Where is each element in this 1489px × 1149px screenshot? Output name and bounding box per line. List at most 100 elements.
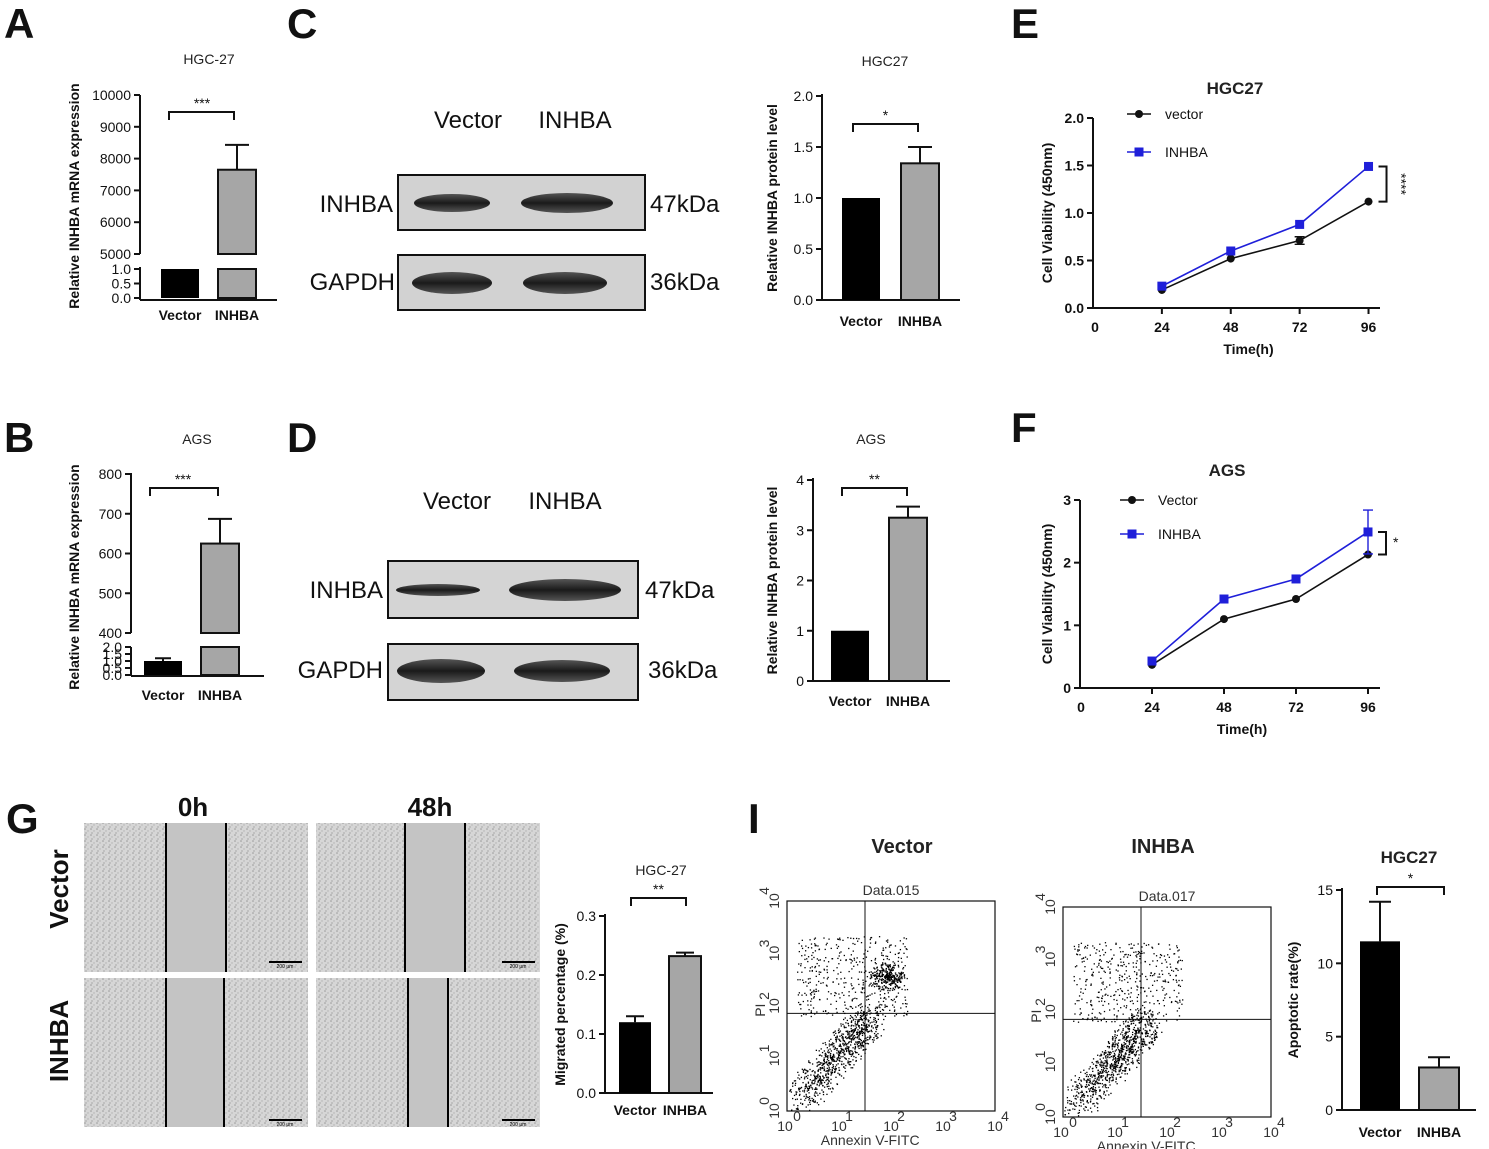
y-tick-exponent: 1 [756, 1044, 772, 1052]
x-tick-label: 0 [1077, 699, 1085, 715]
y-tick-label: 0 [1325, 1102, 1333, 1118]
y-tick-label: 2.0 [1065, 110, 1085, 126]
x-tick-exponent: 2 [897, 1108, 905, 1124]
panel-a-sig: *** [194, 95, 211, 111]
y-tick-exponent: 0 [1032, 1103, 1048, 1111]
tick-label: 5000 [100, 246, 131, 262]
y-tick-label: 1.5 [1065, 158, 1085, 174]
point-inhba [1363, 527, 1373, 537]
y-tick-label: 0.2 [577, 967, 597, 983]
panel-b-sig: *** [175, 471, 192, 487]
tick-label: 7000 [100, 182, 131, 198]
legend-marker [1128, 496, 1136, 504]
x-tick-label: 10 [777, 1118, 793, 1134]
x-axis-label: Time(h) [1223, 341, 1273, 357]
panel-c-size-47: 47kDa [650, 191, 720, 218]
point-vector [1226, 254, 1235, 263]
chart-title: HGC-27 [635, 862, 687, 878]
scale-label: 200 μm [510, 964, 527, 970]
panel-b-title: AGS [182, 431, 212, 447]
tick-label: 0.5 [103, 660, 123, 676]
panel-label-e: E [1011, 0, 1039, 47]
point-inhba [1295, 219, 1305, 229]
x-tick-label: 10 [1053, 1124, 1069, 1140]
y-tick-label: 3 [796, 522, 804, 538]
significance-stars: * [1393, 534, 1399, 550]
bar-vector [1360, 941, 1400, 1110]
x-axis-label: Time(h) [1217, 721, 1267, 737]
series-line-inhba [1151, 531, 1369, 662]
flow-title-inhba: INHBA [1131, 836, 1194, 858]
micrograph-inhba-0h: 200 μm [84, 978, 308, 1128]
panel-b-ylabel: Relative INHBA mRNA expression [66, 464, 82, 689]
y-axis-label: Relative INHBA protein level [764, 487, 780, 675]
category-label: INHBA [1417, 1124, 1461, 1140]
panel-label-g: G [6, 795, 39, 842]
legend-marker [1127, 529, 1137, 539]
sample-name: Data.015 [863, 882, 920, 898]
y-tick-label: 0.0 [1065, 300, 1085, 316]
x-tick-label: 10 [1107, 1124, 1123, 1140]
scale-label: 200 μm [277, 1122, 294, 1128]
y-tick-label: 0.1 [577, 1026, 597, 1042]
y-axis-label: PI [1028, 1010, 1044, 1023]
panel-a-bar-inhba-upper [217, 168, 257, 255]
y-tick-label: 1.0 [794, 190, 814, 206]
x-tick-exponent: 4 [1001, 1108, 1009, 1124]
panel-i-flow: Vector INHBA Data.0151001001011011021021… [752, 836, 1285, 1149]
x-tick-exponent: 0 [793, 1108, 801, 1124]
tick-label: 1.0 [112, 261, 132, 277]
panel-b-errorbar-vector [155, 657, 171, 661]
series-line-vector [1161, 200, 1369, 291]
micrograph-inhba-48h: 200 μm [316, 978, 540, 1128]
panel-d-band-gapdh-vector [397, 659, 485, 683]
x-tick-label: 10 [1211, 1124, 1227, 1140]
panel-c-row-inhba: INHBA [320, 191, 393, 218]
panel-d-lane-inhba: INHBA [528, 488, 601, 515]
y-tick-label: 2 [1063, 555, 1071, 571]
tick-label: 0.0 [103, 667, 123, 683]
tick-label: 500 [99, 585, 123, 601]
x-tick-label: 10 [935, 1118, 951, 1134]
point-vector [1292, 595, 1300, 604]
bar-vector [619, 1022, 651, 1093]
x-tick-label: 10 [831, 1118, 847, 1134]
legend-marker [1135, 110, 1143, 118]
y-tick-label: 1.0 [1065, 205, 1085, 221]
legend-label: Vector [1158, 492, 1198, 508]
tick-label: 10000 [92, 87, 131, 103]
x-tick-exponent: 3 [1225, 1114, 1233, 1130]
panel-g-time-48h: 48h [408, 792, 453, 822]
panel-d-lane-vector: Vector [423, 488, 491, 515]
panel-c-lane-inhba: INHBA [538, 107, 611, 134]
x-tick-label: 48 [1216, 699, 1232, 715]
panel-a-title: HGC-27 [183, 51, 235, 67]
panel-b-cat-vector: Vector [142, 687, 185, 703]
x-tick-label: 72 [1288, 699, 1304, 715]
panel-d-row-inhba: INHBA [310, 577, 383, 604]
x-tick-label: 10 [987, 1118, 1003, 1134]
category-label: INHBA [663, 1102, 707, 1118]
tick-label: 9000 [100, 119, 131, 135]
point-vector [1364, 197, 1373, 206]
x-tick-label: 10 [1159, 1124, 1175, 1140]
y-tick-label: 4 [796, 472, 804, 488]
y-tick-exponent: 4 [756, 887, 772, 895]
x-tick-label: 24 [1144, 699, 1160, 715]
x-tick-label: 24 [1154, 319, 1170, 335]
tick-label: 8000 [100, 151, 131, 167]
flow-plot-inhba: Data.017100100101101102102103103104104An… [1028, 888, 1285, 1149]
panel-c-row-gapdh: GAPDH [310, 269, 395, 296]
sample-name: Data.017 [1139, 888, 1196, 904]
bar-vector [831, 630, 869, 681]
y-tick-label: 1.5 [794, 139, 814, 155]
panel-d-blot: Vector INHBA INHBA GAPDH 47kDa 36kDa [298, 488, 718, 701]
scatter-dots [789, 936, 909, 1112]
significance-bracket [1378, 530, 1387, 556]
panel-c-size-36: 36kDa [650, 269, 720, 296]
panel-f-chart: 0 1 2 3 0 24 48 72 96 Time(h) Cell Viability (450n… [1039, 461, 1399, 737]
y-tick-label: 0.0 [794, 292, 814, 308]
panel-c-band-gapdh-vector [412, 272, 492, 294]
panel-c-lane-vector: Vector [434, 107, 502, 134]
scale-label: 200 μm [277, 964, 294, 970]
